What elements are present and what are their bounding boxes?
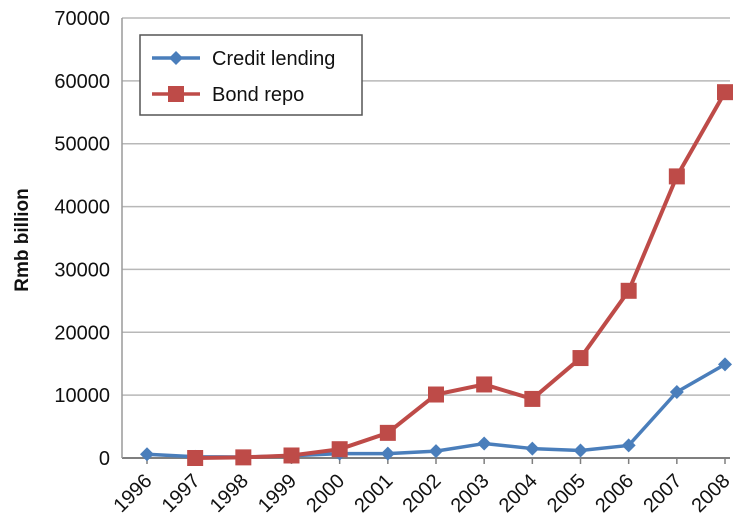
data-point-bond-repo <box>428 386 444 403</box>
x-axis-ticks: 1996 1997 1998 1999 2000 2001 2002 2003 2004 2005… <box>110 458 735 517</box>
x-tick-label: 2005 <box>543 470 590 517</box>
x-tick-label: 1999 <box>254 470 301 517</box>
data-point-credit-lending <box>429 444 443 459</box>
data-point-bond-repo <box>572 350 589 367</box>
x-tick-label: 2003 <box>447 470 494 517</box>
data-point-bond-repo <box>187 450 204 466</box>
x-tick-label: 1996 <box>110 470 157 517</box>
x-tick-label: 2000 <box>302 470 349 517</box>
y-tick-label: 50000 <box>54 134 110 156</box>
x-tick-label: 1997 <box>158 470 205 517</box>
data-point-credit-lending <box>140 447 154 462</box>
data-point-bond-repo <box>476 376 493 393</box>
series-layer <box>140 84 733 466</box>
series-line-bond-repo <box>195 91 727 460</box>
data-point-bond-repo <box>331 441 348 458</box>
legend: Credit lending Bond repo <box>139 34 363 116</box>
data-point-bond-repo <box>717 84 733 101</box>
y-tick-label: 20000 <box>54 322 110 344</box>
y-axis-title: Rmb billion <box>12 188 33 291</box>
y-tick-label: 40000 <box>54 197 110 219</box>
data-point-credit-lending <box>477 436 492 451</box>
y-tick-label: 0 <box>99 448 110 470</box>
x-tick-label: 2007 <box>639 470 686 517</box>
data-point-credit-lending <box>525 441 540 456</box>
x-tick-label: 2006 <box>591 470 638 517</box>
data-point-bond-repo <box>379 424 396 441</box>
data-point-credit-lending <box>380 446 395 461</box>
data-point-bond-repo <box>283 447 300 464</box>
series-bond-repo <box>187 84 733 466</box>
x-tick-label: 2004 <box>495 470 542 517</box>
data-point-credit-lending <box>573 443 588 458</box>
data-point-bond-repo <box>235 449 252 466</box>
y-axis-ticks: 0 10000 20000 30000 40000 50000 60000 70000 <box>54 8 110 470</box>
legend-label: Credit lending <box>212 48 335 70</box>
x-tick-label: 1998 <box>206 470 253 517</box>
data-point-bond-repo <box>620 282 637 299</box>
x-tick-label: 2002 <box>399 470 446 517</box>
series-line-credit-lending <box>146 362 726 459</box>
legend-label: Bond repo <box>212 84 304 106</box>
y-tick-label: 30000 <box>54 259 110 281</box>
data-point-credit-lending <box>718 357 732 372</box>
data-point-bond-repo <box>668 168 685 185</box>
x-tick-label: 2001 <box>350 470 397 517</box>
legend-marker <box>168 86 184 102</box>
legend-entry-bond-repo: Bond repo <box>152 84 304 106</box>
legend-marker <box>169 51 183 65</box>
x-tick-label: 2008 <box>688 470 735 517</box>
data-point-bond-repo <box>524 390 541 407</box>
legend-entries: Credit lending Bond repo <box>152 48 335 106</box>
series-credit-lending <box>140 357 732 465</box>
y-tick-label: 60000 <box>54 71 110 93</box>
data-point-credit-lending <box>621 438 636 453</box>
data-point-credit-lending <box>669 385 684 399</box>
y-tick-label: 70000 <box>54 8 110 30</box>
legend-entry-credit-lending: Credit lending <box>152 48 335 70</box>
y-tick-label: 10000 <box>54 385 110 407</box>
